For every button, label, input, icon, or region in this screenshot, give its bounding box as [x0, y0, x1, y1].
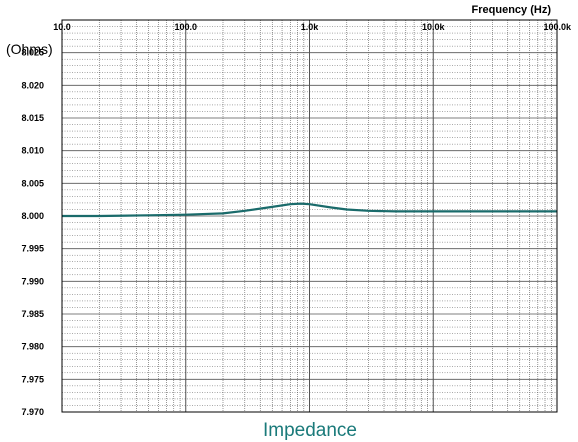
y-tick-label: 7.995 [21, 244, 44, 254]
x-tick-label: 10.0k [422, 22, 446, 32]
y-tick-label: 7.985 [21, 309, 44, 319]
x-tick-labels: 10.0 100.0 1.0k 10.0k 100.0k [53, 22, 572, 32]
y-tick-label: 7.980 [21, 342, 44, 352]
x-tick-label: 1.0k [301, 22, 320, 32]
y-tick-label: 8.010 [21, 146, 44, 156]
y-tick-label: 8.020 [21, 80, 44, 90]
y-tick-label: 7.975 [21, 374, 44, 384]
y-tick-label: 8.005 [21, 178, 44, 188]
impedance-line [62, 202, 557, 218]
y-tick-label: 8.025 [21, 48, 44, 58]
y-axis-title: (Ohms) [6, 41, 53, 57]
y-tick-label: 7.990 [21, 276, 44, 286]
y-tick-label: 8.000 [21, 211, 44, 221]
chart-title: Impedance [263, 420, 357, 441]
series [62, 202, 557, 218]
x-tick-label: 100.0k [543, 22, 572, 32]
plot-frame [61, 19, 558, 413]
x-tick-label: 100.0 [174, 22, 197, 32]
y-tick-label: 7.970 [21, 407, 44, 417]
x-axis-title: Frequency (Hz) [472, 4, 552, 16]
grid [62, 20, 557, 412]
y-tick-labels: 8.025 8.020 8.015 8.010 8.005 8.000 7.995 7.990… [21, 48, 44, 417]
y-tick-label: 8.015 [21, 113, 44, 123]
